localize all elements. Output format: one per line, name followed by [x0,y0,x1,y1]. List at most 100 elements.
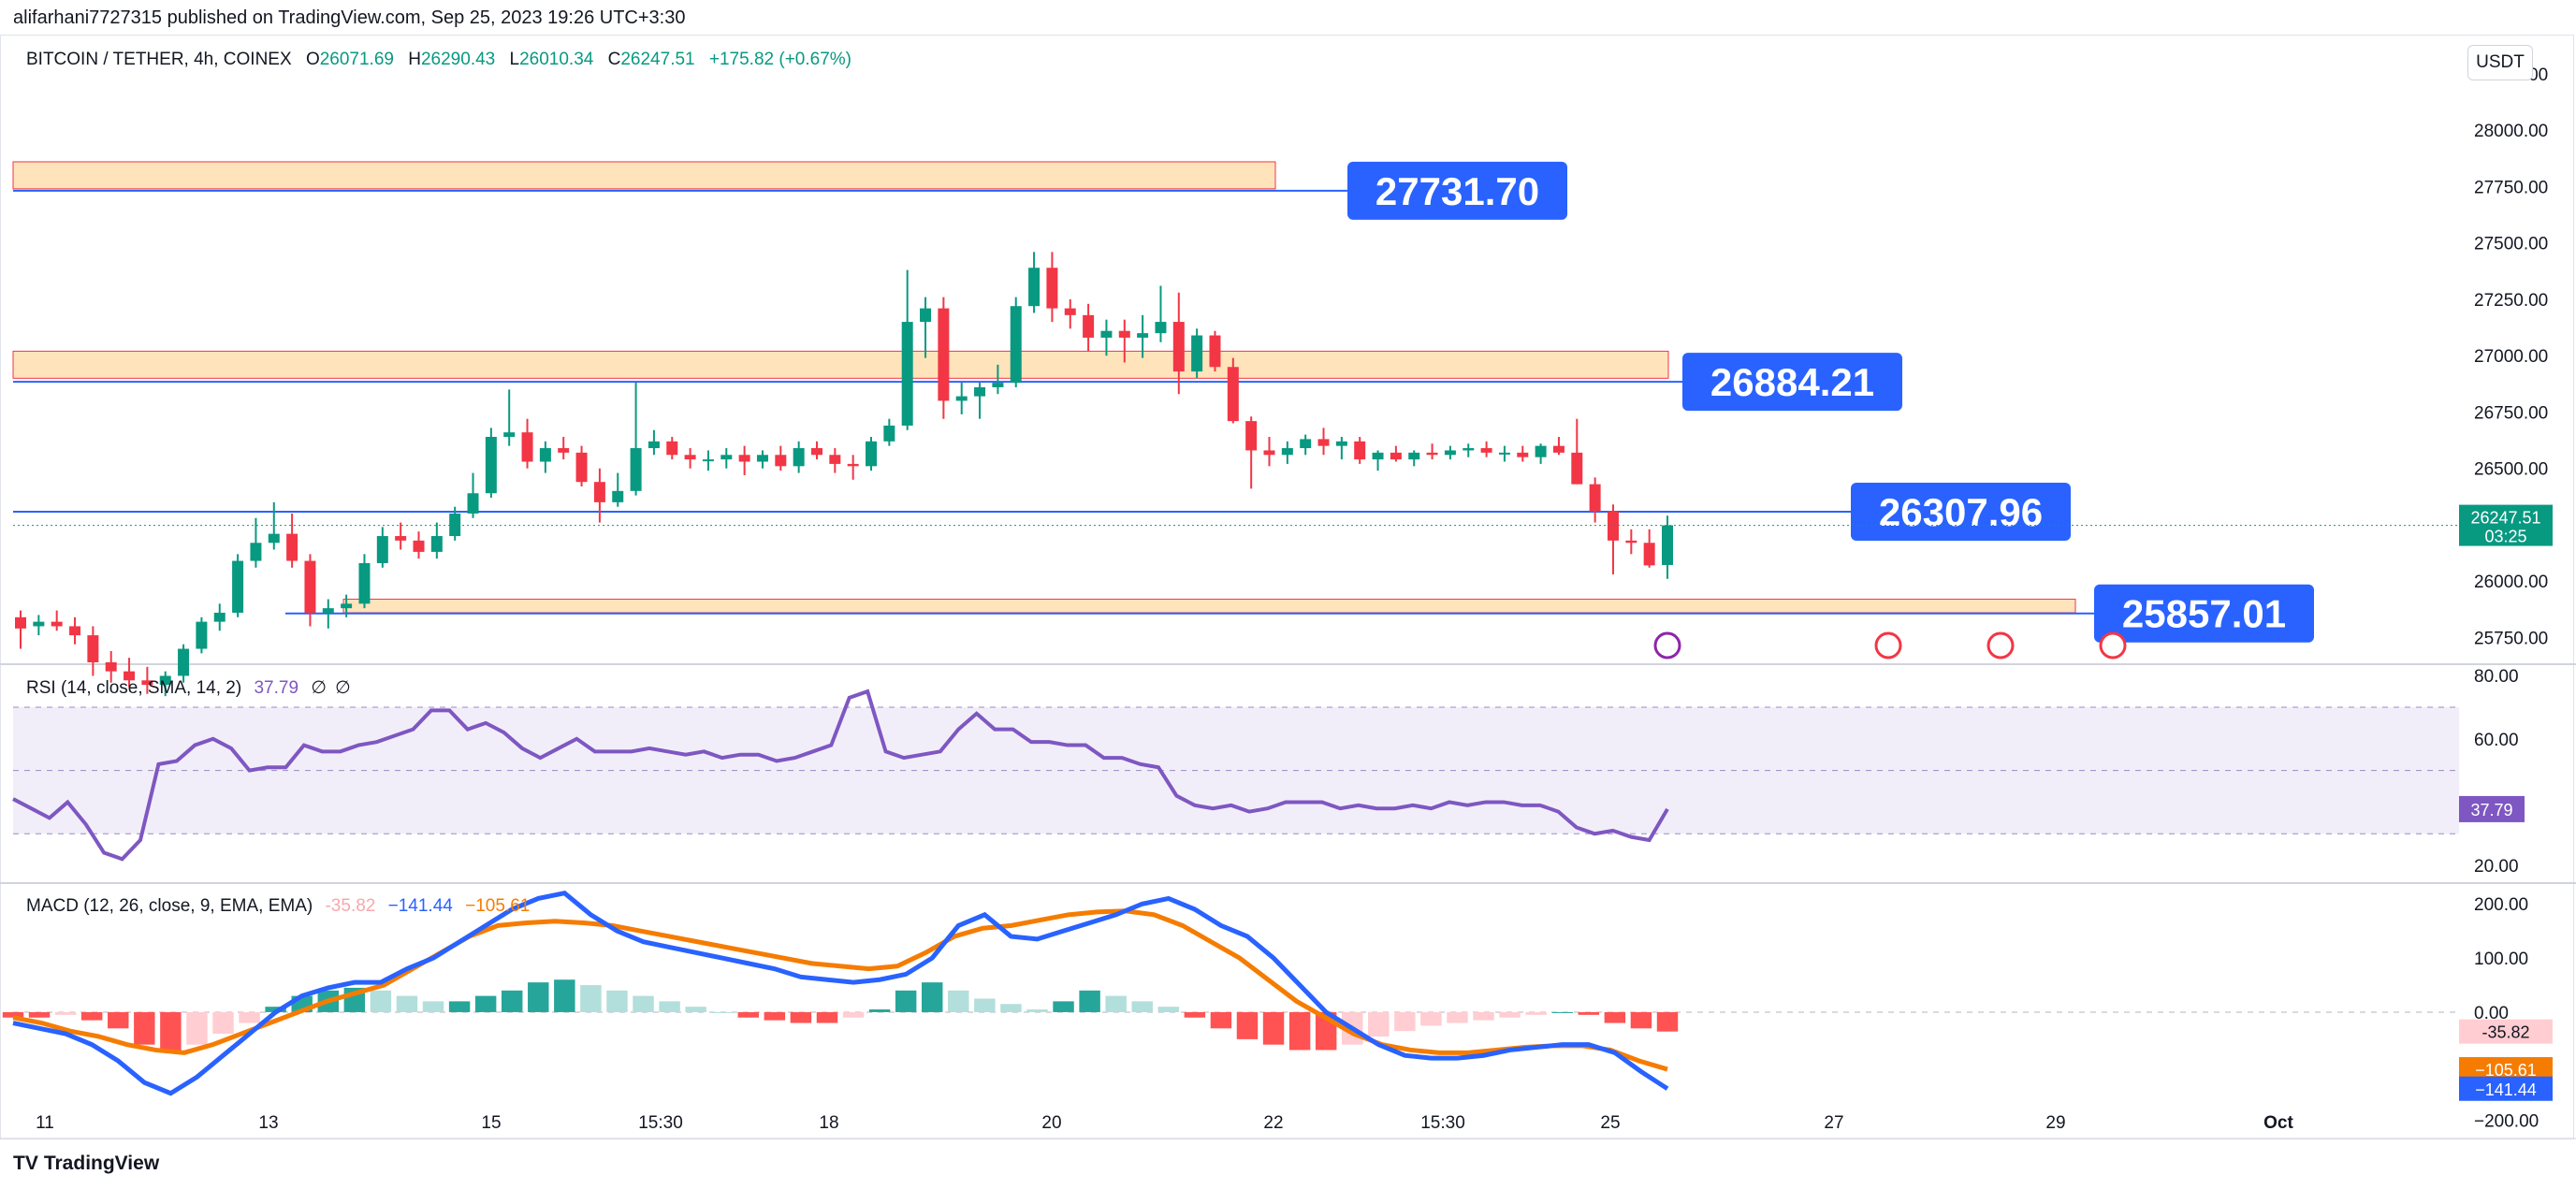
close-label: C [607,50,621,69]
candle-body [1046,268,1058,309]
countdown-label: 03:25 [2484,528,2526,546]
macd-histogram-bar [1236,1011,1259,1039]
rsi-flag-2: ∅ [335,678,351,698]
macd-histogram-bar [1184,1011,1206,1018]
macd-histogram-bar [108,1011,129,1029]
macd-histogram-bar [606,990,628,1012]
candle-body [901,322,913,426]
candle-body [1083,314,1095,338]
macd-histogram-bar [1578,1011,1600,1015]
candle-body [539,448,551,462]
candle-body [829,455,841,464]
close-value: 26247.51 [620,50,695,69]
lightning-event-icon [1653,631,1681,660]
candle-body [593,482,605,502]
low-value: 26010.34 [519,50,594,69]
candle-body [178,648,190,676]
candle-body [1191,335,1203,372]
last-price-label: 26247.51 [2470,509,2540,528]
price-tick-label: 25750.00 [2474,629,2548,648]
candle-body [1245,421,1258,451]
candle-body [974,386,986,397]
tradingview-logo-icon: TV [13,1153,38,1174]
time-tick-label: 15:30 [1420,1113,1465,1133]
macd-histogram-bar [1026,1009,1048,1012]
candle-body [738,455,750,462]
level-label: 26307.96 [1879,490,2043,534]
macd-histogram-bar [633,995,654,1012]
candle-body [395,536,407,541]
brand-label: TradingView [43,1153,160,1174]
macd-tick-label: −200.00 [2474,1112,2539,1132]
candle-body [467,493,479,514]
candle-body [575,452,588,483]
candle-body [684,455,696,460]
high-value: 26290.43 [420,50,496,69]
candle-body [1535,445,1547,457]
time-tick-label: 15:30 [638,1113,683,1133]
time-tick-label: 22 [1263,1113,1283,1133]
macd-histogram-bar [895,990,917,1012]
candle-body [702,459,714,462]
macd-histogram-bar [1079,990,1100,1012]
macd-histogram-bar [1604,1011,1626,1023]
rsi-value-label: 37.79 [2470,801,2512,819]
candle-body [883,425,895,442]
price-tick-label: 27750.00 [2474,178,2548,197]
candle-body [1480,448,1492,453]
candle-body [866,441,878,467]
macd-histogram-bar [1105,995,1127,1012]
candle-body [51,621,63,627]
candle-body [286,533,298,561]
symbol-legend[interactable]: BITCOIN / TETHER, 4h, COINEX O26071.69 H… [26,50,851,70]
candle-body [1408,452,1420,460]
macd-legend[interactable]: MACD (12, 26, close, 9, EMA, EMA) -35.82… [26,896,530,917]
last-price-box [2459,504,2553,546]
rsi-value-box [2459,795,2525,822]
candle-body [1281,448,1293,456]
macd-hist-value: -35.82 [325,896,376,916]
rsi-title: RSI (14, close, SMA, 14, 2) [26,678,242,698]
candle-body [87,635,99,662]
candle-body [955,396,968,401]
candle-body [430,536,443,552]
price-tick-label: 27250.00 [2474,291,2548,311]
candle-body [1335,441,1347,446]
candle-body [1552,445,1565,453]
macd-histogram-bar [685,1007,706,1012]
candle-body [666,441,678,456]
macd-histogram-bar [1525,1011,1547,1015]
candle-body [938,308,950,401]
macd-histogram-bar [948,990,969,1012]
supply-demand-zone [342,599,2076,614]
time-tick-label: Oct [2263,1113,2293,1133]
time-tick-label: 15 [481,1113,501,1133]
macd-tick-label: 200.00 [2474,895,2528,915]
macd-histogram-bar [1131,1001,1153,1012]
price-tick-label: 26000.00 [2474,573,2548,592]
candle-body [1498,452,1510,455]
rsi-legend[interactable]: RSI (14, close, SMA, 14, 2) 37.79 ∅ ∅ [26,677,351,699]
macd-histogram-bar [396,995,418,1012]
candle-body [756,455,768,462]
candle-body [69,626,81,636]
macd-histogram-bar [54,1011,77,1015]
candle-body [1444,450,1456,456]
macd-histogram-bar [1210,1011,1232,1029]
candle-body [1317,439,1330,446]
macd-value-box [2459,1076,2553,1101]
candle-body [1028,268,1041,307]
macd-histogram-bar [1157,1007,1180,1012]
candle-body [485,436,497,494]
candle-body [33,621,45,627]
macd-histogram-bar [842,1011,865,1018]
time-tick-label: 20 [1041,1113,1061,1133]
macd-title: MACD (12, 26, close, 9, EMA, EMA) [26,896,313,916]
macd-histogram-bar [1288,1011,1311,1051]
candle-body [1010,306,1022,384]
candle-body [810,448,822,456]
currency-button[interactable]: USDT [2467,45,2533,80]
candle-body [992,383,1004,387]
macd-histogram-bar [134,1011,155,1045]
